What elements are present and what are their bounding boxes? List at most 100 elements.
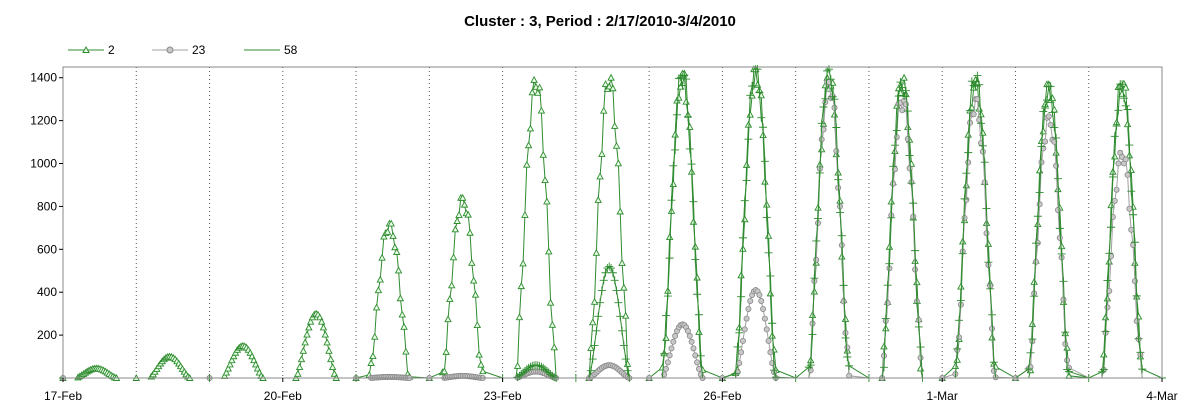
series-point-2	[444, 315, 452, 323]
series-point-23	[1104, 304, 1111, 311]
series-point-2	[372, 303, 381, 311]
series-point-2	[548, 320, 557, 328]
series-point-58	[1024, 364, 1033, 373]
series-point-58	[903, 107, 912, 116]
series-point-2	[325, 346, 333, 354]
series-point-58	[911, 246, 920, 255]
series-point-2	[473, 321, 482, 328]
series-point-2	[740, 215, 749, 223]
series-point-58	[1063, 365, 1072, 374]
series-point-23	[956, 334, 963, 341]
series-point-2	[394, 266, 403, 274]
series-point-58	[977, 119, 986, 128]
series-point-58	[682, 75, 691, 84]
series-point-23	[662, 365, 669, 372]
series-point-58	[669, 161, 678, 170]
series-58	[59, 65, 1166, 382]
series-point-58	[898, 83, 907, 92]
series-point-58	[1052, 133, 1061, 142]
series-point-58	[812, 236, 821, 245]
series-point-58	[764, 248, 773, 257]
series-point-58	[526, 362, 535, 371]
series-point-2	[682, 97, 690, 105]
grid	[135, 67, 1090, 378]
series-point-2	[323, 338, 331, 346]
series-point-58	[544, 368, 553, 377]
series-point-2	[319, 323, 328, 331]
series-point-58	[731, 369, 740, 378]
series-point-58	[740, 196, 749, 205]
series-point-58	[661, 311, 670, 320]
y-tick-label: 1000	[30, 157, 57, 171]
series-point-23	[695, 365, 702, 372]
series-point-2	[466, 228, 474, 236]
series-point-23	[1122, 156, 1129, 163]
series-point-2	[598, 150, 606, 157]
series-point-2	[524, 141, 533, 149]
series-point-58	[883, 281, 892, 290]
series-point-23	[981, 179, 988, 186]
series-point-58	[1119, 94, 1128, 103]
series-point-58	[971, 81, 980, 90]
series-point-23	[917, 354, 924, 361]
series-point-2	[541, 176, 549, 184]
series-point-2	[1110, 152, 1119, 160]
series-point-58	[696, 351, 705, 360]
series-point-23	[1124, 171, 1131, 178]
series-point-2	[297, 355, 306, 363]
series-point-2	[594, 196, 602, 203]
series-point-58	[1059, 277, 1068, 286]
series-point-2	[317, 317, 326, 325]
series-point-58	[1103, 276, 1112, 285]
series-point-58	[1121, 101, 1130, 110]
series-point-58	[535, 361, 544, 370]
series-point-2	[695, 327, 703, 335]
series-point-2	[616, 207, 624, 215]
series-point-58	[887, 213, 896, 222]
series-point-58	[676, 73, 685, 82]
series-point-2	[535, 83, 544, 91]
series-point-2	[400, 322, 408, 330]
x-tick-label: 4-Mar	[1146, 389, 1177, 403]
series-point-2	[528, 88, 537, 96]
series-point-58	[586, 366, 595, 375]
series-point-23	[1056, 234, 1063, 241]
series-point-2	[367, 359, 375, 366]
series-point-58	[605, 262, 614, 271]
series-point-58	[738, 233, 747, 242]
series-point-2	[904, 123, 912, 130]
series-point-2	[610, 122, 619, 129]
series-point-58	[771, 373, 780, 382]
series-point-58	[610, 276, 619, 285]
series-point-58	[814, 214, 823, 223]
chart-title: Cluster : 3, Period : 2/17/2010-3/4/2010	[464, 13, 736, 30]
series-point-58	[1053, 174, 1062, 183]
series-point-58	[896, 78, 905, 87]
series-point-2	[455, 211, 463, 218]
series-point-58	[1030, 292, 1039, 301]
series-point-2	[885, 242, 894, 250]
series-point-2	[389, 231, 397, 239]
series-point-58	[975, 80, 984, 89]
series-point-23	[756, 292, 763, 299]
series-point-58	[1048, 108, 1057, 117]
series-point-2	[618, 259, 626, 266]
series-point-58	[958, 249, 967, 258]
series-point-2	[374, 286, 383, 294]
series-point-23	[692, 352, 699, 359]
series-point-2	[446, 295, 454, 302]
series-point-2	[294, 369, 302, 377]
series-point-2	[402, 347, 410, 355]
series-point-2	[513, 361, 522, 369]
series-point-58	[612, 286, 621, 295]
series-point-58	[955, 316, 964, 325]
series-point-2	[841, 315, 850, 322]
series-point-58	[960, 194, 969, 203]
series-line-2	[63, 68, 1162, 379]
series-point-2	[449, 253, 458, 261]
series-point-2	[458, 193, 467, 201]
series-point-58	[746, 91, 755, 100]
series-point-58	[984, 258, 993, 267]
series-point-58	[749, 81, 758, 90]
